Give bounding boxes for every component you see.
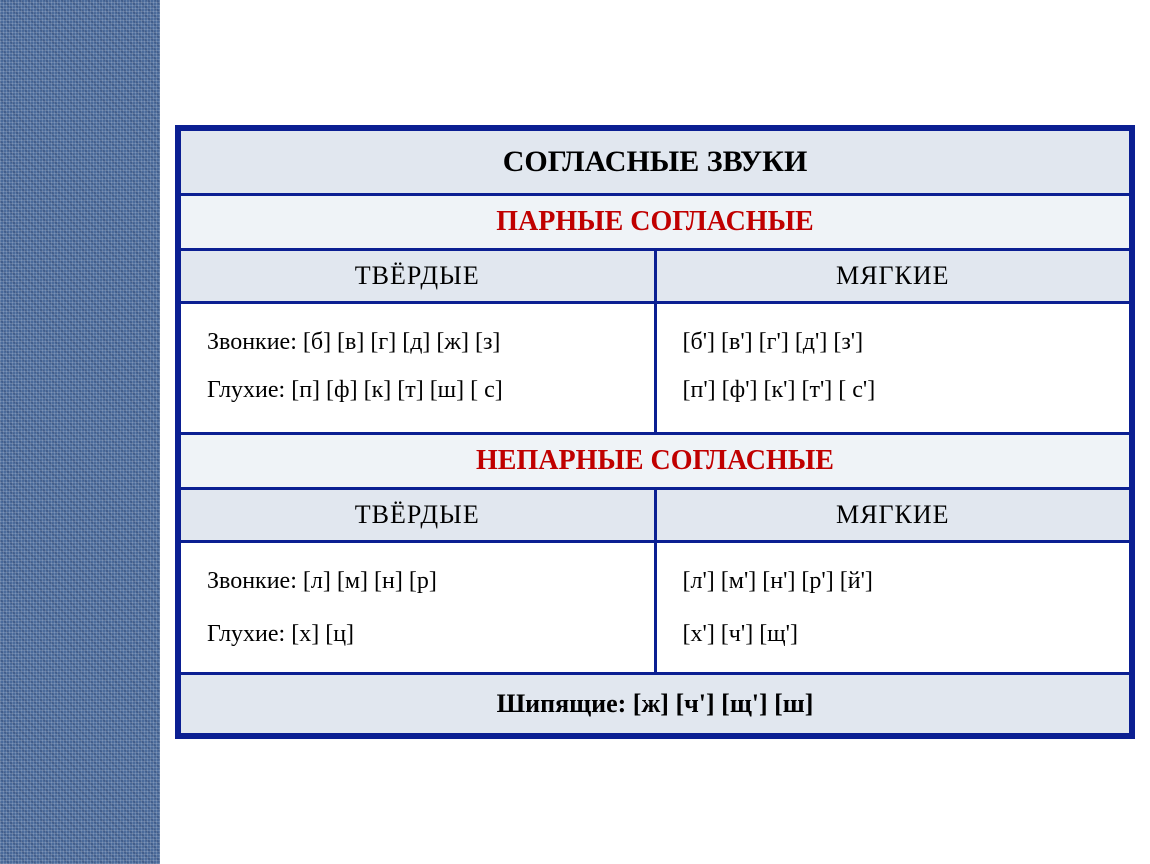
paired-heading-row: ПАРНЫЕ СОГЛАСНЫЕ [178,194,1132,249]
unpaired-soft-label: МЯГКИЕ [655,488,1132,541]
content-area: СОГЛАСНЫЕ ЗВУКИ ПАРНЫЕ СОГЛАСНЫЕ ТВЁРДЫЕ… [160,0,1150,864]
unpaired-hard-label: ТВЁРДЫЕ [178,488,655,541]
title-row: СОГЛАСНЫЕ ЗВУКИ [178,128,1132,195]
unpaired-hard-cell: Звонкие: [л] [м] [н] [р] Глухие: [х] [ц] [178,541,655,674]
paired-soft-label: МЯГКИЕ [655,249,1132,302]
unpaired-subhead-row: ТВЁРДЫЕ МЯГКИЕ [178,488,1132,541]
footer-cell: Шипящие: [ж] [ч'] [щ'] [ш] [178,674,1132,737]
unpaired-heading-row: НЕПАРНЫЕ СОГЛАСНЫЕ [178,433,1132,488]
footer-row: Шипящие: [ж] [ч'] [щ'] [ш] [178,674,1132,737]
paired-hard-cell: Звонкие: [б] [в] [г] [д] [ж] [з] Глухие:… [178,302,655,433]
page-root: СОГЛАСНЫЕ ЗВУКИ ПАРНЫЕ СОГЛАСНЫЕ ТВЁРДЫЕ… [0,0,1150,864]
table-title: СОГЛАСНЫЕ ЗВУКИ [178,128,1132,195]
left-texture [0,0,160,864]
unpaired-data-row: Звонкие: [л] [м] [н] [р] Глухие: [х] [ц]… [178,541,1132,674]
unpaired-heading: НЕПАРНЫЕ СОГЛАСНЫЕ [178,433,1132,488]
paired-hard-label: ТВЁРДЫЕ [178,249,655,302]
paired-subhead-row: ТВЁРДЫЕ МЯГКИЕ [178,249,1132,302]
paired-data-row: Звонкие: [б] [в] [г] [д] [ж] [з] Глухие:… [178,302,1132,433]
unpaired-soft-cell: [л'] [м'] [н'] [р'] [й'] [х'] [ч'] [щ'] [655,541,1132,674]
consonants-table: СОГЛАСНЫЕ ЗВУКИ ПАРНЫЕ СОГЛАСНЫЕ ТВЁРДЫЕ… [175,125,1135,740]
paired-soft-cell: [б'] [в'] [г'] [д'] [з'] [п'] [ф'] [к'] … [655,302,1132,433]
paired-heading: ПАРНЫЕ СОГЛАСНЫЕ [178,194,1132,249]
